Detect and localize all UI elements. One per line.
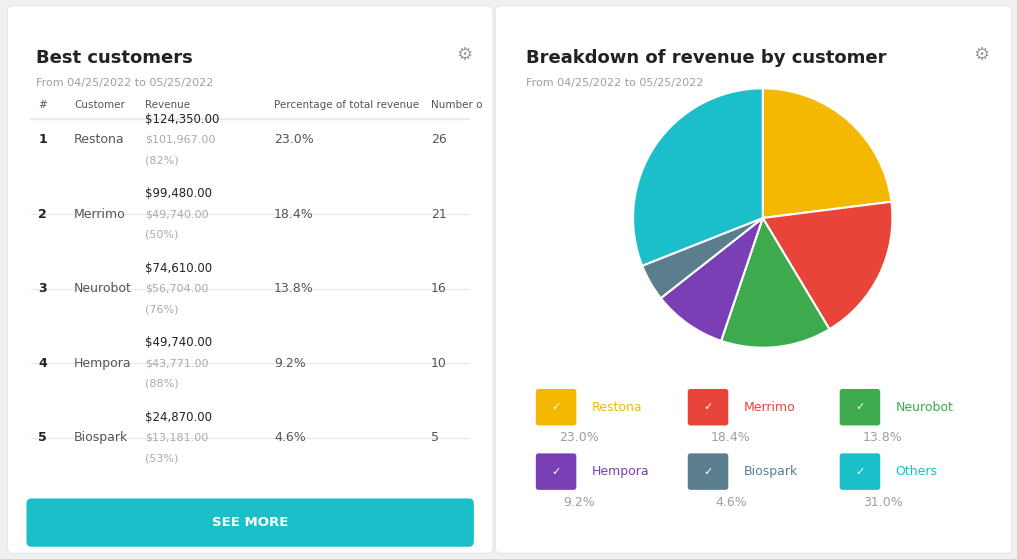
Text: 4.6%: 4.6% — [274, 432, 306, 444]
Text: ✓: ✓ — [855, 402, 864, 412]
Text: ✓: ✓ — [551, 402, 560, 412]
Wedge shape — [633, 88, 763, 266]
Text: ✓: ✓ — [704, 467, 713, 477]
Text: 13.8%: 13.8% — [274, 282, 313, 295]
Text: ✓: ✓ — [855, 467, 864, 477]
Text: Merrimo: Merrimo — [743, 401, 795, 414]
FancyBboxPatch shape — [840, 389, 881, 425]
Text: $99,480.00: $99,480.00 — [145, 187, 213, 200]
Text: 4.6%: 4.6% — [715, 496, 746, 509]
Text: $49,740.00: $49,740.00 — [145, 337, 213, 349]
FancyBboxPatch shape — [840, 453, 881, 490]
Text: 18.4%: 18.4% — [274, 207, 313, 221]
Text: SEE MORE: SEE MORE — [212, 516, 289, 529]
Text: 18.4%: 18.4% — [711, 432, 751, 444]
Text: $24,870.00: $24,870.00 — [145, 411, 213, 424]
Text: 4: 4 — [39, 357, 47, 369]
Text: #: # — [39, 100, 47, 110]
Text: ⚙: ⚙ — [973, 46, 990, 64]
Text: (53%): (53%) — [145, 453, 179, 463]
Text: $56,704.00: $56,704.00 — [145, 283, 208, 293]
Text: ⚙: ⚙ — [457, 46, 473, 64]
Text: Others: Others — [895, 465, 938, 478]
Text: Number o: Number o — [431, 100, 482, 110]
Text: Neurobot: Neurobot — [74, 282, 132, 295]
FancyBboxPatch shape — [26, 499, 474, 547]
Text: Percentage of total revenue: Percentage of total revenue — [274, 100, 419, 110]
Text: 21: 21 — [431, 207, 446, 221]
Text: (50%): (50%) — [145, 229, 179, 239]
Text: $124,350.00: $124,350.00 — [145, 113, 220, 126]
Text: 26: 26 — [431, 134, 446, 146]
Text: Hempora: Hempora — [592, 465, 649, 478]
Text: 9.2%: 9.2% — [274, 357, 306, 369]
Text: (82%): (82%) — [145, 155, 179, 165]
Wedge shape — [763, 202, 893, 329]
Wedge shape — [721, 218, 830, 348]
Text: $74,610.00: $74,610.00 — [145, 262, 213, 274]
FancyBboxPatch shape — [536, 453, 577, 490]
Text: From 04/25/2022 to 05/25/2022: From 04/25/2022 to 05/25/2022 — [526, 78, 703, 88]
FancyBboxPatch shape — [687, 389, 728, 425]
Text: Neurobot: Neurobot — [895, 401, 953, 414]
Text: Hempora: Hempora — [74, 357, 132, 369]
Text: Customer: Customer — [74, 100, 125, 110]
Text: 10: 10 — [431, 357, 446, 369]
Wedge shape — [763, 88, 892, 218]
Text: Breakdown of revenue by customer: Breakdown of revenue by customer — [526, 49, 886, 67]
Text: $101,967.00: $101,967.00 — [145, 135, 216, 145]
Text: Revenue: Revenue — [145, 100, 190, 110]
Text: $49,740.00: $49,740.00 — [145, 209, 210, 219]
Text: 13.8%: 13.8% — [862, 432, 903, 444]
Text: Best customers: Best customers — [36, 49, 193, 67]
Text: Restona: Restona — [592, 401, 642, 414]
FancyBboxPatch shape — [28, 511, 438, 527]
Wedge shape — [661, 218, 763, 341]
Text: 1: 1 — [39, 134, 47, 146]
Text: ✓: ✓ — [704, 402, 713, 412]
Text: 3: 3 — [39, 282, 47, 295]
Text: 23.0%: 23.0% — [274, 134, 313, 146]
FancyBboxPatch shape — [7, 6, 493, 553]
Text: (88%): (88%) — [145, 378, 179, 389]
Text: 31.0%: 31.0% — [862, 496, 903, 509]
FancyBboxPatch shape — [495, 6, 1012, 553]
Text: Biospark: Biospark — [74, 432, 128, 444]
Text: 2: 2 — [39, 207, 47, 221]
FancyBboxPatch shape — [687, 453, 728, 490]
Text: 5: 5 — [431, 432, 439, 444]
Text: 9.2%: 9.2% — [563, 496, 595, 509]
Text: 23.0%: 23.0% — [559, 432, 599, 444]
Text: ✓: ✓ — [551, 467, 560, 477]
Wedge shape — [642, 218, 763, 298]
FancyBboxPatch shape — [536, 389, 577, 425]
Text: (76%): (76%) — [145, 304, 179, 314]
Text: Restona: Restona — [74, 134, 125, 146]
Text: $13,181.00: $13,181.00 — [145, 433, 208, 443]
Text: 5: 5 — [39, 432, 47, 444]
Text: Biospark: Biospark — [743, 465, 797, 478]
Text: 16: 16 — [431, 282, 446, 295]
Text: Merrimo: Merrimo — [74, 207, 126, 221]
Text: From 04/25/2022 to 05/25/2022: From 04/25/2022 to 05/25/2022 — [36, 78, 214, 88]
Text: $43,771.00: $43,771.00 — [145, 358, 208, 368]
